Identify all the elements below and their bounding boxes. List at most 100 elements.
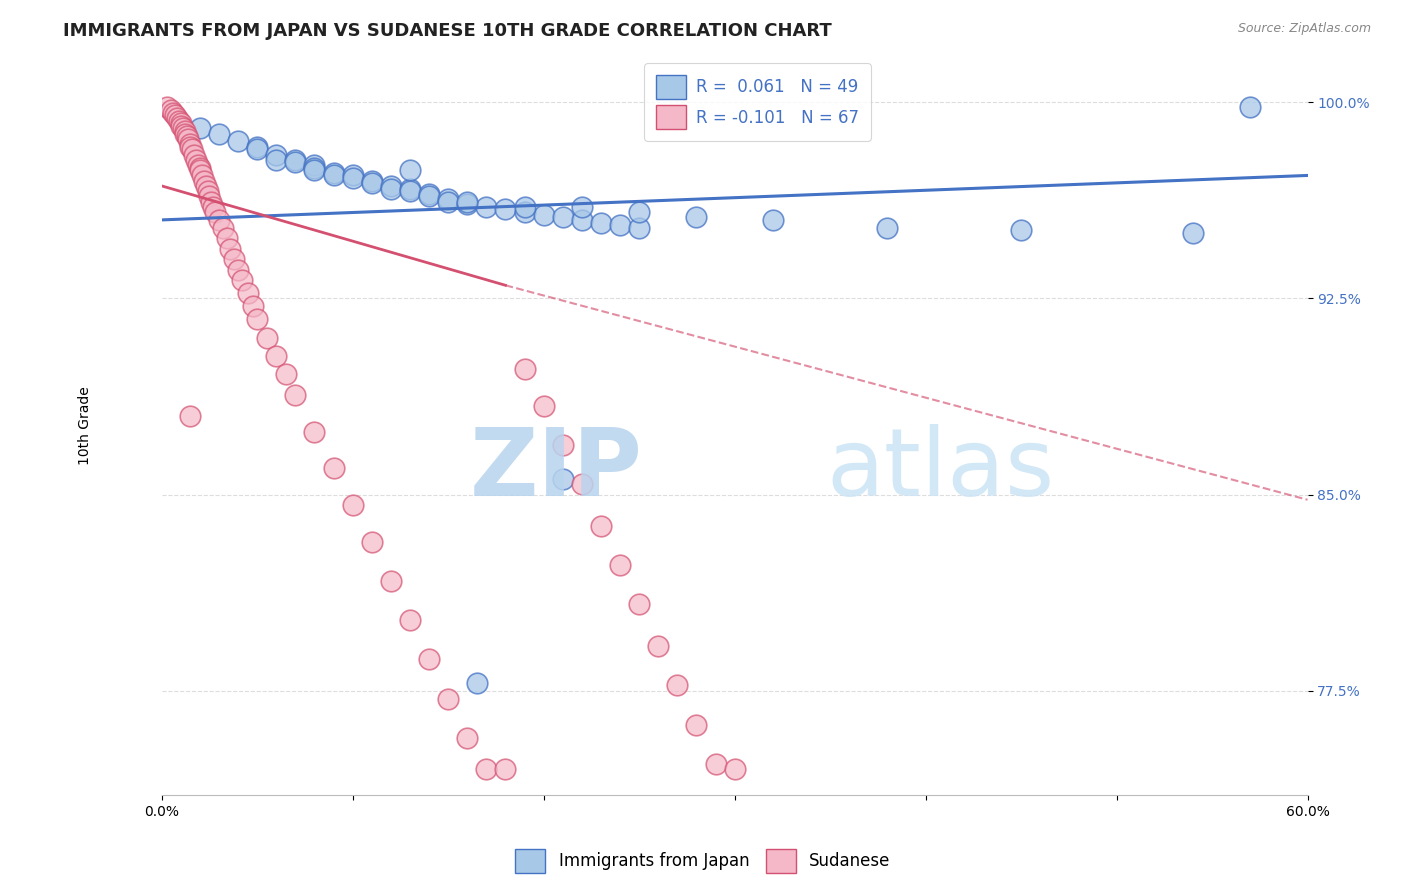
Point [188, 163, 211, 178]
Point [219, 242, 242, 256]
Point [380, 574, 402, 588]
Point [475, 762, 498, 776]
Point [437, 192, 460, 206]
Point [322, 169, 344, 183]
Point [198, 189, 221, 203]
Point [226, 262, 249, 277]
Point [437, 194, 460, 209]
Point [475, 200, 498, 214]
Point [304, 163, 326, 178]
Point [170, 119, 193, 133]
Point [322, 166, 344, 180]
Point [876, 220, 898, 235]
Point [418, 652, 440, 666]
Point [628, 205, 651, 219]
Y-axis label: 10th Grade: 10th Grade [79, 386, 93, 465]
Point [177, 132, 200, 146]
Text: Source: ZipAtlas.com: Source: ZipAtlas.com [1237, 22, 1371, 36]
Text: IMMIGRANTS FROM JAPAN VS SUDANESE 10TH GRADE CORRELATION CHART: IMMIGRANTS FROM JAPAN VS SUDANESE 10TH G… [63, 22, 832, 40]
Point [197, 184, 219, 198]
Point [236, 286, 259, 301]
Point [188, 161, 211, 175]
Point [274, 368, 297, 382]
Point [172, 121, 194, 136]
Point [246, 142, 269, 156]
Point [551, 472, 574, 486]
Point [179, 139, 201, 153]
Point [762, 213, 785, 227]
Point [609, 218, 631, 232]
Point [266, 153, 288, 167]
Point [215, 231, 238, 245]
Text: ZIP: ZIP [470, 424, 643, 516]
Point [170, 116, 193, 130]
Point [246, 139, 269, 153]
Point [179, 409, 201, 423]
Point [162, 105, 184, 120]
Point [167, 113, 190, 128]
Point [513, 362, 536, 376]
Point [1239, 100, 1261, 114]
Point [1181, 226, 1204, 240]
Point [1010, 223, 1032, 237]
Point [399, 613, 422, 627]
Point [183, 147, 205, 161]
Point [571, 213, 593, 227]
Point [551, 438, 574, 452]
Point [495, 762, 517, 776]
Point [208, 213, 231, 227]
Point [685, 717, 707, 731]
Point [513, 200, 536, 214]
Point [202, 200, 225, 214]
Point [208, 127, 231, 141]
Point [437, 691, 460, 706]
Point [704, 756, 727, 771]
Point [628, 220, 651, 235]
Point [179, 137, 201, 152]
Point [360, 176, 382, 190]
Point [495, 202, 517, 217]
Point [322, 461, 344, 475]
Point [188, 121, 211, 136]
Point [533, 208, 555, 222]
Point [304, 425, 326, 439]
Point [380, 181, 402, 195]
Point [211, 220, 233, 235]
Point [226, 135, 249, 149]
Point [418, 189, 440, 203]
Point [456, 197, 478, 211]
Point [342, 171, 364, 186]
Point [166, 111, 188, 125]
Point [224, 252, 246, 267]
Point [724, 762, 747, 776]
Point [194, 178, 217, 193]
Point [304, 158, 326, 172]
Point [256, 330, 278, 344]
Point [456, 731, 478, 745]
Point [571, 477, 593, 491]
Point [399, 163, 422, 178]
Point [360, 534, 382, 549]
Point [156, 100, 179, 114]
Point [589, 519, 612, 533]
Point [360, 174, 382, 188]
Point [181, 142, 204, 156]
Point [173, 127, 195, 141]
Point [284, 155, 307, 169]
Point [193, 174, 215, 188]
Legend: Immigrants from Japan, Sudanese: Immigrants from Japan, Sudanese [509, 842, 897, 880]
Point [173, 124, 195, 138]
Point [647, 639, 669, 653]
Point [187, 158, 209, 172]
Point [284, 388, 307, 402]
Point [204, 205, 226, 219]
Point [666, 678, 689, 692]
Point [231, 273, 253, 287]
Point [465, 676, 488, 690]
Point [266, 349, 288, 363]
Point [246, 312, 269, 326]
Point [628, 598, 651, 612]
Point [160, 103, 183, 117]
Point [242, 299, 264, 313]
Text: atlas: atlas [827, 424, 1054, 516]
